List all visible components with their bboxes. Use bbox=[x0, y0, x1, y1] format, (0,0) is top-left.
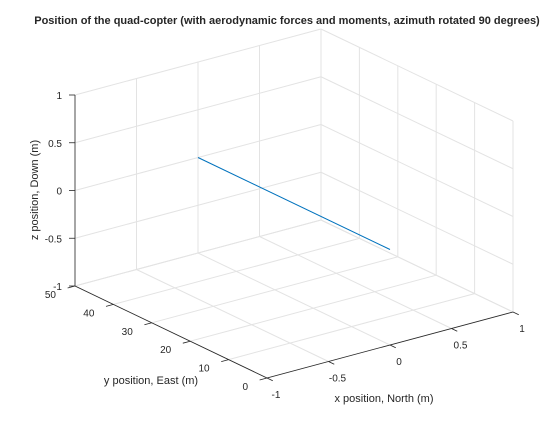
y-tick-label: 40 bbox=[83, 308, 95, 319]
x-tick-mark bbox=[266, 377, 273, 382]
x-tick-label: 0.5 bbox=[454, 341, 468, 352]
grid-line bbox=[259, 236, 452, 329]
grid-line bbox=[320, 124, 514, 217]
x-tick-label: 1 bbox=[519, 324, 525, 335]
series-layer bbox=[197, 157, 391, 250]
grid-line bbox=[74, 28, 322, 96]
grid-line bbox=[320, 28, 514, 122]
y-tick-label: 30 bbox=[122, 327, 134, 338]
grid-line bbox=[151, 256, 398, 324]
z-tick-label: 0.5 bbox=[48, 139, 62, 150]
z-tick-label: -0.5 bbox=[45, 234, 63, 245]
y-tick-mark bbox=[105, 304, 114, 307]
z-axis-label: z position, Down (m) bbox=[29, 140, 41, 240]
grid-line bbox=[320, 171, 514, 265]
z-tick-label: -1 bbox=[53, 282, 62, 293]
x-tick-label: 0 bbox=[396, 357, 402, 368]
x-tick-label: -0.5 bbox=[329, 374, 347, 385]
grid-line bbox=[74, 76, 322, 144]
grid-line bbox=[190, 274, 437, 342]
grid-line bbox=[197, 252, 391, 346]
y-tick-mark bbox=[221, 359, 229, 362]
z-tick-label: 1 bbox=[56, 91, 62, 102]
y-axis-label: y position, East (m) bbox=[104, 375, 198, 387]
y-tick-mark bbox=[182, 340, 191, 344]
grid-line bbox=[228, 293, 475, 361]
x-tick-mark bbox=[512, 311, 519, 316]
y-axis-line bbox=[74, 285, 268, 379]
grid-line bbox=[74, 219, 322, 287]
chart-title: Position of the quad-copter (with aerody… bbox=[34, 15, 540, 27]
x-axis-label: x position, North (m) bbox=[334, 393, 433, 405]
grid-line bbox=[136, 269, 329, 362]
y-tick-label: 50 bbox=[45, 290, 57, 301]
x-tick-mark bbox=[328, 361, 335, 365]
y-tick-mark bbox=[144, 322, 152, 326]
x-tick-mark bbox=[451, 328, 458, 332]
y-tick-label: 0 bbox=[242, 382, 248, 393]
grid-line bbox=[113, 237, 360, 305]
y-tick-label: 10 bbox=[198, 364, 210, 375]
grid-line bbox=[320, 219, 514, 313]
z-tick-label: 0 bbox=[56, 187, 62, 198]
series-line bbox=[197, 157, 391, 250]
grid-line bbox=[320, 76, 514, 170]
y-tick-label: 20 bbox=[160, 345, 172, 356]
y-tick-mark bbox=[259, 377, 268, 381]
grid-line bbox=[74, 171, 322, 239]
x-tick-label: -1 bbox=[272, 390, 281, 401]
axis-edges bbox=[67, 94, 519, 382]
x-tick-mark bbox=[389, 344, 396, 349]
